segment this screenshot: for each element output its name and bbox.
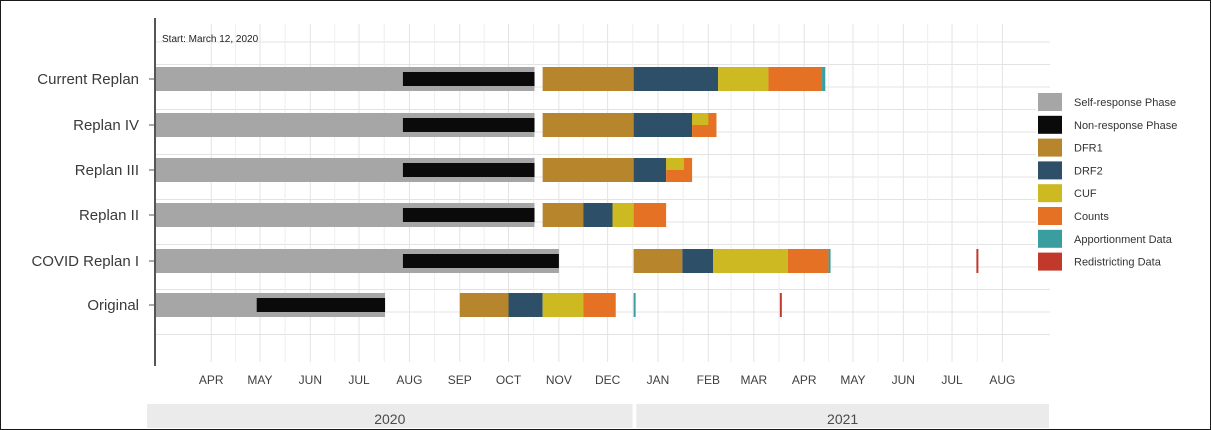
x-tick-label: JUN bbox=[892, 373, 915, 387]
year-label: 2021 bbox=[827, 411, 858, 427]
x-tick-label: MAY bbox=[247, 373, 272, 387]
legend-label: DFR1 bbox=[1074, 143, 1103, 155]
bar-non-response-phase bbox=[402, 208, 535, 222]
x-tick-label: OCT bbox=[496, 373, 522, 387]
x-tick-label: APR bbox=[792, 373, 817, 387]
category-label: Original bbox=[87, 297, 139, 314]
x-tick-label: JUN bbox=[299, 373, 322, 387]
bar-non-response-phase bbox=[402, 254, 559, 268]
bar-counts bbox=[633, 203, 667, 227]
bar-dfr1 bbox=[633, 249, 683, 273]
bar-non-response-phase bbox=[256, 298, 386, 312]
legend-swatch bbox=[1038, 207, 1062, 225]
bar-cuf bbox=[542, 293, 584, 317]
bar-drf2 bbox=[633, 113, 693, 137]
category-label: Replan II bbox=[79, 207, 139, 224]
bar-non-response-phase bbox=[402, 163, 535, 177]
x-tick-label: NOV bbox=[546, 373, 572, 387]
x-tick-label: DEC bbox=[595, 373, 621, 387]
bar-counts bbox=[768, 67, 823, 91]
x-tick-label: JUL bbox=[348, 373, 370, 387]
start-annotation: Start: March 12, 2020 bbox=[162, 34, 259, 45]
x-tick-label: APR bbox=[199, 373, 224, 387]
bar-drf2 bbox=[682, 249, 714, 273]
legend-swatch bbox=[1038, 138, 1062, 157]
bar-drf2 bbox=[583, 203, 613, 227]
legend-label: Redistricting Data bbox=[1074, 257, 1162, 269]
legend-swatch bbox=[1038, 161, 1062, 180]
category-label: COVID Replan I bbox=[31, 253, 139, 270]
legend-box bbox=[1036, 94, 1204, 284]
bar-cuf bbox=[692, 113, 709, 125]
bar-drf2 bbox=[508, 293, 543, 317]
bar-non-response-phase bbox=[402, 118, 535, 132]
bar-cuf bbox=[666, 158, 684, 170]
bar-counts bbox=[787, 249, 829, 273]
legend-swatch bbox=[1038, 93, 1062, 111]
bar-redistricting-data bbox=[779, 293, 782, 317]
bar-dfr1 bbox=[459, 293, 509, 317]
x-tick-label: JUL bbox=[941, 373, 963, 387]
legend-swatch bbox=[1038, 252, 1062, 271]
bar-cuf bbox=[713, 249, 788, 273]
bar-drf2 bbox=[633, 158, 667, 182]
bar-apportionment-data bbox=[633, 293, 636, 317]
bar-dfr1 bbox=[542, 158, 634, 182]
bar-drf2 bbox=[633, 67, 719, 91]
legend-swatch bbox=[1038, 229, 1062, 248]
category-label: Replan III bbox=[75, 162, 139, 179]
legend-label: Self-response Phase bbox=[1074, 97, 1176, 109]
category-label: Current Replan bbox=[37, 71, 139, 88]
bar-dfr1 bbox=[542, 203, 584, 227]
category-label: Replan IV bbox=[73, 117, 139, 134]
legend-swatch bbox=[1038, 184, 1062, 203]
bar-apportionment-data bbox=[828, 249, 831, 273]
bar-counts bbox=[583, 293, 616, 317]
bar-cuf bbox=[718, 67, 769, 91]
year-band bbox=[147, 404, 633, 428]
year-band bbox=[636, 404, 1049, 428]
bar-dfr1 bbox=[542, 113, 634, 137]
legend-swatch bbox=[1038, 115, 1062, 134]
x-tick-label: MAY bbox=[840, 373, 865, 387]
legend-label: Apportionment Data bbox=[1074, 234, 1173, 246]
legend-label: CUF bbox=[1074, 188, 1097, 200]
bar-cuf bbox=[612, 203, 634, 227]
legend-label: DRF2 bbox=[1074, 165, 1103, 177]
x-tick-label: JAN bbox=[647, 373, 670, 387]
bar-apportionment-data bbox=[822, 67, 826, 91]
bar-redistricting-data bbox=[976, 249, 979, 273]
legend-label: Counts bbox=[1074, 211, 1109, 223]
x-tick-label: SEP bbox=[448, 373, 472, 387]
year-label: 2020 bbox=[374, 411, 405, 427]
x-tick-label: MAR bbox=[740, 373, 767, 387]
bar-non-response-phase bbox=[402, 72, 535, 86]
legend-label: Non-response Phase bbox=[1074, 120, 1177, 132]
x-tick-label: AUG bbox=[989, 373, 1015, 387]
x-tick-label: AUG bbox=[396, 373, 422, 387]
bar-dfr1 bbox=[542, 67, 634, 91]
x-tick-label: FEB bbox=[697, 373, 720, 387]
